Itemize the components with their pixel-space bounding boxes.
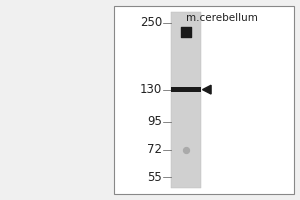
Text: 250: 250 [140, 17, 162, 29]
FancyBboxPatch shape [114, 6, 294, 194]
FancyBboxPatch shape [171, 12, 201, 188]
Text: 72: 72 [147, 143, 162, 156]
Polygon shape [202, 85, 211, 94]
Point [184, 148, 188, 151]
FancyBboxPatch shape [171, 87, 201, 92]
Text: m.cerebellum: m.cerebellum [186, 13, 258, 23]
Point [184, 30, 188, 34]
Text: 95: 95 [147, 115, 162, 128]
Text: 55: 55 [147, 171, 162, 184]
Text: 130: 130 [140, 83, 162, 96]
